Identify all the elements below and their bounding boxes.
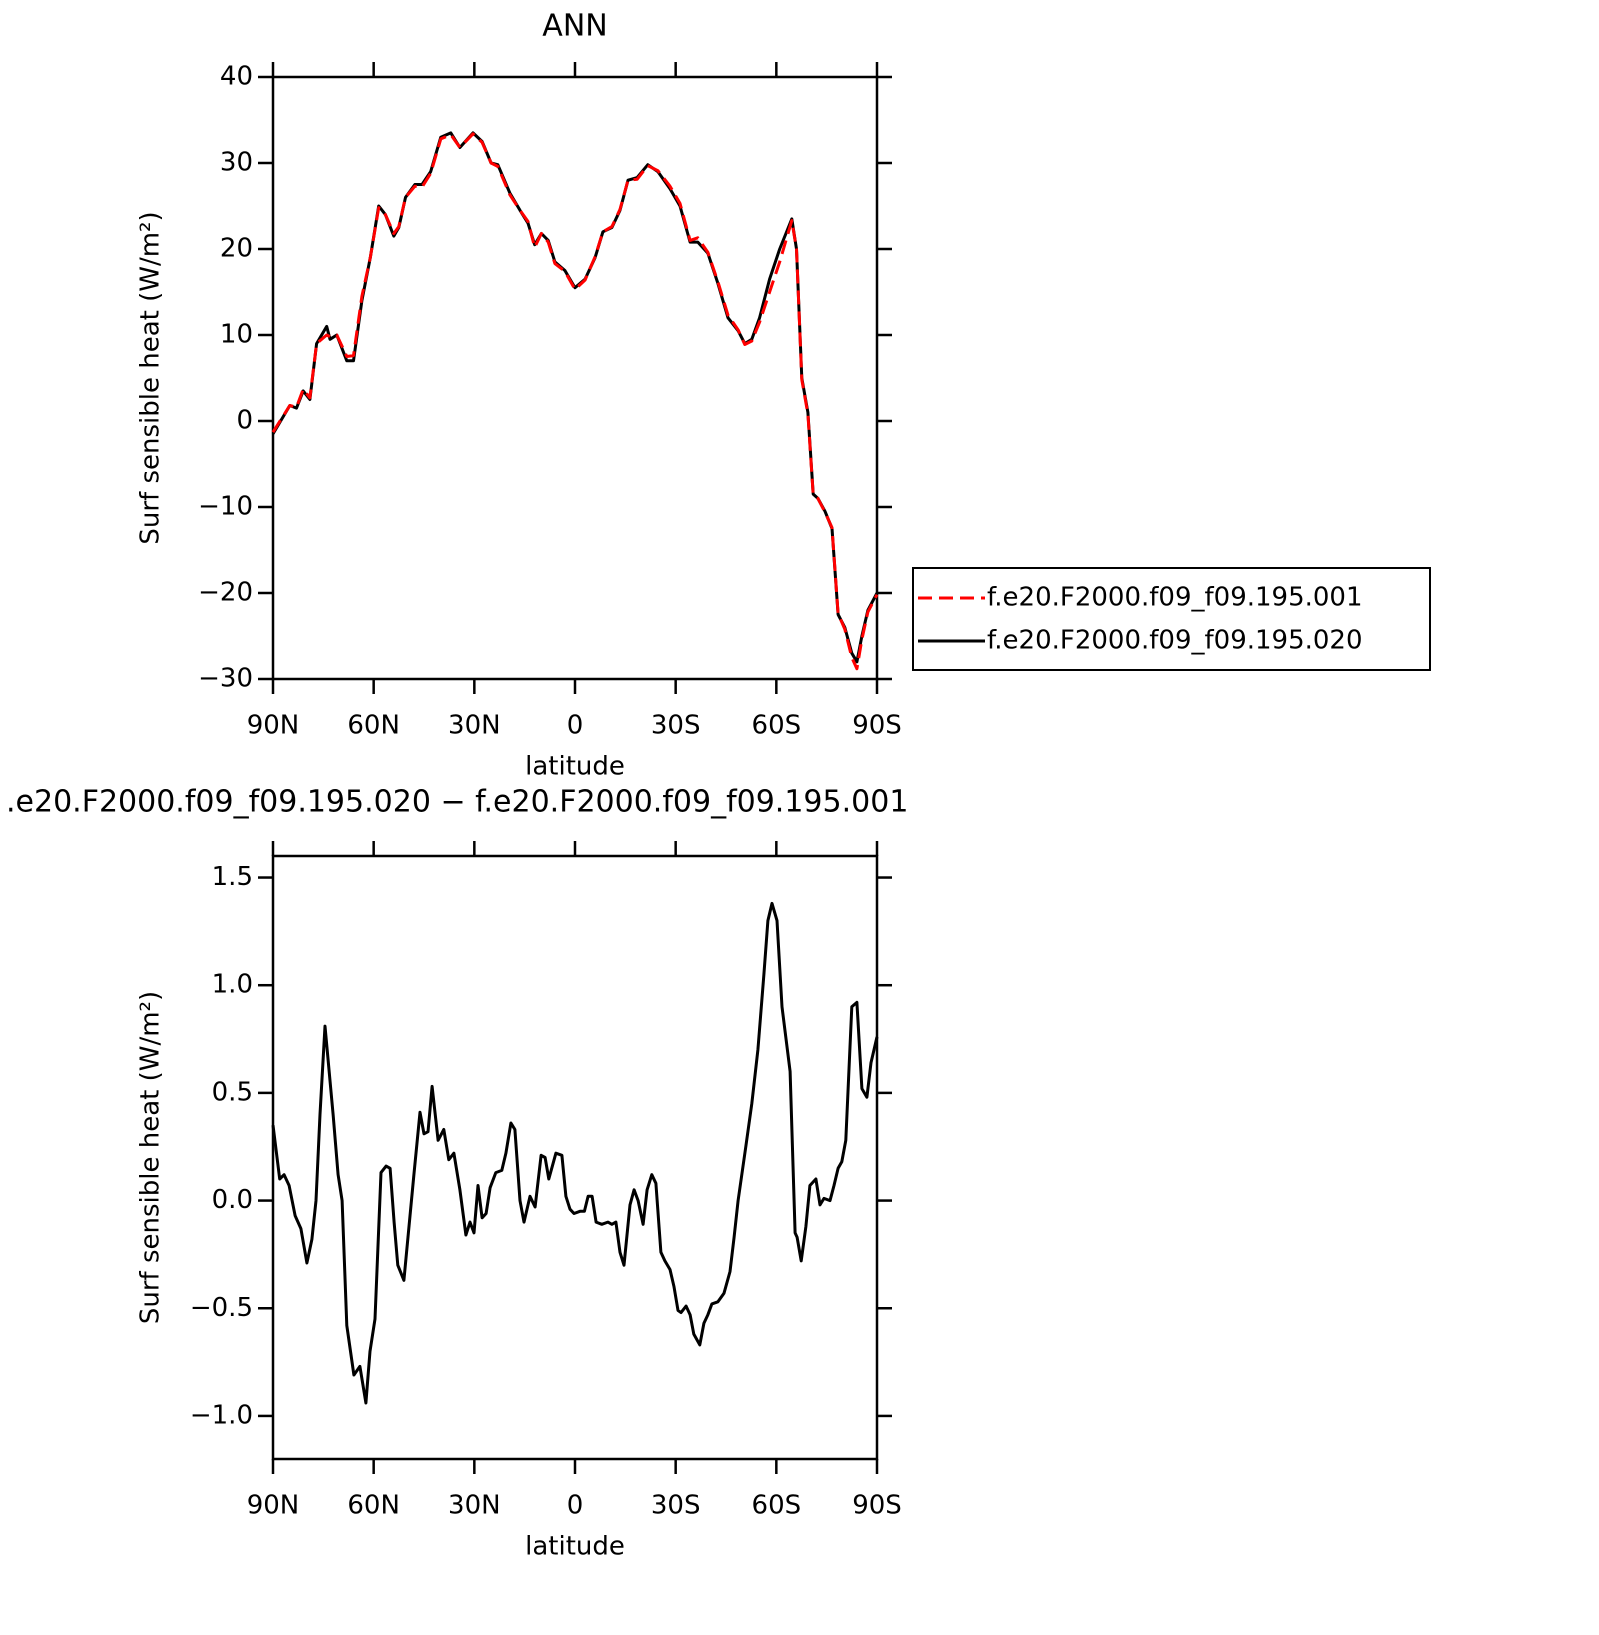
y-axis-label: Surf sensible heat (W/m²) <box>136 211 166 544</box>
data-line <box>271 131 879 664</box>
x-axis-label: latitude <box>525 1532 625 1562</box>
plot-frame <box>271 75 879 681</box>
plot-frame <box>271 854 879 1461</box>
x-tick-label: 90S <box>852 1491 902 1521</box>
x-tick-label: 30N <box>448 1491 501 1521</box>
y-tick-label: 1.0 <box>212 970 253 1000</box>
y-tick-label: 40 <box>220 62 253 92</box>
legend-box <box>912 567 1431 671</box>
legend-label: f.e20.F2000.f09_f09.195.001 <box>987 583 1363 613</box>
data-line <box>271 901 879 1405</box>
y-tick-label: 1.5 <box>212 862 253 892</box>
y-tick-label: −0.5 <box>190 1293 253 1323</box>
y-tick-label: 0.5 <box>212 1077 253 1107</box>
y-tick-label: −10 <box>198 492 253 522</box>
x-tick-label: 30S <box>651 711 701 741</box>
x-tick-label: 90N <box>247 1491 300 1521</box>
x-tick-label: 60N <box>347 1491 400 1521</box>
y-tick-label: 20 <box>220 234 253 264</box>
chart-title: ANN <box>542 9 607 44</box>
x-tick-label: 90N <box>247 711 300 741</box>
x-tick-label: 0 <box>567 1491 584 1521</box>
y-axis-label: Surf sensible heat (W/m²) <box>136 991 166 1324</box>
x-tick-label: 60N <box>347 711 400 741</box>
y-tick-label: −20 <box>198 578 253 608</box>
y-tick-label: −30 <box>198 664 253 694</box>
x-axis-label: latitude <box>525 752 625 782</box>
data-line <box>271 132 879 671</box>
x-tick-label: 30N <box>448 711 501 741</box>
legend-label: f.e20.F2000.f09_f09.195.020 <box>987 626 1363 656</box>
x-tick-label: 60S <box>752 1491 802 1521</box>
chart-title: .e20.F2000.f09_f09.195.020 − f.e20.F2000… <box>6 785 908 820</box>
y-tick-label: 30 <box>220 148 253 178</box>
y-tick-label: 10 <box>220 320 253 350</box>
x-tick-label: 30S <box>651 1491 701 1521</box>
x-tick-label: 0 <box>567 711 584 741</box>
y-tick-label: 0.0 <box>212 1185 253 1215</box>
x-tick-label: 90S <box>852 711 902 741</box>
x-tick-label: 60S <box>752 711 802 741</box>
y-tick-label: −1.0 <box>190 1400 253 1430</box>
y-tick-label: 0 <box>236 406 253 436</box>
